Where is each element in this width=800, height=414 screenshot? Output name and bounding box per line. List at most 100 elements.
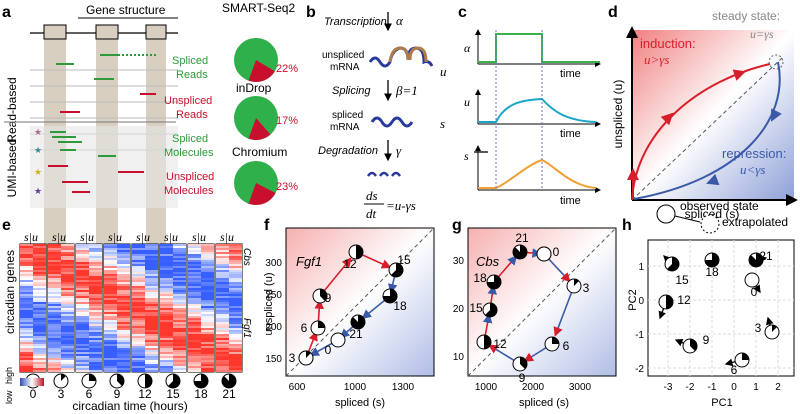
heatmap-cell [229, 352, 242, 354]
heatmap-cell [61, 358, 74, 360]
panel-e-label: e [2, 217, 11, 234]
unspliced-reads-line2: Reads [176, 109, 208, 121]
heatmap-cell [132, 250, 145, 252]
heatmap-cell [33, 266, 46, 268]
heatmap-cell [188, 252, 201, 254]
heatmap-cell [201, 308, 214, 310]
heatmap-cell [229, 296, 242, 298]
heatmap-cell [188, 328, 201, 330]
heatmap-cell [76, 296, 89, 298]
heatmap-cell [201, 302, 214, 304]
heatmap-cell [188, 274, 201, 276]
induction-eq: u>γs [644, 52, 669, 67]
heatmap-cell [201, 256, 214, 258]
f-ytick-3: 250 [265, 290, 282, 301]
heatmap-cell [89, 332, 102, 334]
heatmap-cell [188, 358, 201, 360]
heatmap-cell [20, 370, 33, 372]
heatmap-cell [229, 340, 242, 342]
heatmap-cell [89, 370, 102, 372]
heatmap-cell [145, 246, 158, 248]
heatmap-cell [132, 352, 145, 354]
heatmap-cell [117, 274, 130, 276]
heatmap-cell [48, 300, 61, 302]
heatmap-cell [48, 364, 61, 366]
heatmap-cell [104, 364, 117, 366]
trajectory-state-15-fill [485, 303, 498, 318]
heatmap-cell [229, 300, 242, 302]
time-label-1: time [560, 68, 581, 80]
heatmap-cell [145, 278, 158, 280]
g-state-label: 15 [469, 301, 483, 315]
equation-rhs: =u-γs [386, 198, 416, 213]
unspliced-mrna-label-2: mRNA [330, 62, 360, 73]
heatmap-cell [216, 262, 229, 264]
heatmap-cell [33, 246, 46, 248]
heatmap-cell [201, 318, 214, 320]
heatmap-cell [76, 246, 89, 248]
heatmap-cell [188, 248, 201, 250]
heatmap-cell [216, 342, 229, 344]
heatmap-cell [48, 324, 61, 326]
velocity-arrow-icon [674, 215, 701, 223]
heatmap-cell [20, 346, 33, 348]
heatmap-cell [229, 330, 242, 332]
heatmap-cell [48, 276, 61, 278]
heatmap-cell [160, 354, 173, 356]
heatmap-cell [132, 304, 145, 306]
heatmap-cell [229, 346, 242, 348]
heatmap-cell [145, 346, 158, 348]
h-xtick-1: -3 [664, 382, 673, 393]
heatmap-cell [201, 324, 214, 326]
heatmap-cell [33, 318, 46, 320]
circadian-time-label: 18 [194, 387, 208, 401]
heatmap-cell [145, 284, 158, 286]
heatmap-cell [229, 306, 242, 308]
heatmap-cell [20, 364, 33, 366]
heatmap-cell [145, 342, 158, 344]
heatmap-cell [33, 330, 46, 332]
heatmap-cell [20, 270, 33, 272]
heatmap-cell [33, 334, 46, 336]
heatmap-cell [48, 328, 61, 330]
heatmap-cell [145, 304, 158, 306]
heatmap-cell [160, 298, 173, 300]
heatmap-cell [76, 298, 89, 300]
heatmap-cell [188, 258, 201, 260]
heatmap-cell [61, 302, 74, 304]
heatmap-cell [201, 268, 214, 270]
heatmap-cell [61, 314, 74, 316]
heatmap-cell [76, 276, 89, 278]
heatmap-cell [173, 344, 186, 346]
heatmap-cell [48, 352, 61, 354]
heatmap-cell [160, 260, 173, 262]
heatmap-cell [117, 352, 130, 354]
heatmap-cell [216, 274, 229, 276]
heatmap-cell [20, 314, 33, 316]
heatmap-cell [132, 298, 145, 300]
heatmap-cell [188, 346, 201, 348]
heatmap-cell [216, 364, 229, 366]
heatmap-cell [33, 314, 46, 316]
alpha-pulse [478, 33, 600, 63]
heatmap-cell [20, 248, 33, 250]
g-state-label: 6 [563, 339, 570, 353]
heatmap-cell [216, 328, 229, 330]
trajectory-state-9-fill [320, 289, 327, 301]
heatmap-cell [216, 268, 229, 270]
heatmap-cell [173, 326, 186, 328]
heatmap-cell [76, 288, 89, 290]
panel-g: g Cbs 0 3 6 9 12 15 18 21 spliced (s) 1000 2000… [452, 217, 617, 409]
heatmap-cell [201, 298, 214, 300]
heatmap-cell [188, 354, 201, 356]
f-ytick-4: 300 [265, 258, 282, 269]
heatmap-cell [20, 340, 33, 342]
cell-state-15-fill [667, 257, 680, 271]
heatmap-cell [216, 314, 229, 316]
heatmap-cell [188, 300, 201, 302]
heatmap-cell [48, 310, 61, 312]
heatmap-cell [61, 350, 74, 352]
g-xtick-2: 2000 [522, 382, 545, 393]
heatmap-cell [229, 370, 242, 372]
